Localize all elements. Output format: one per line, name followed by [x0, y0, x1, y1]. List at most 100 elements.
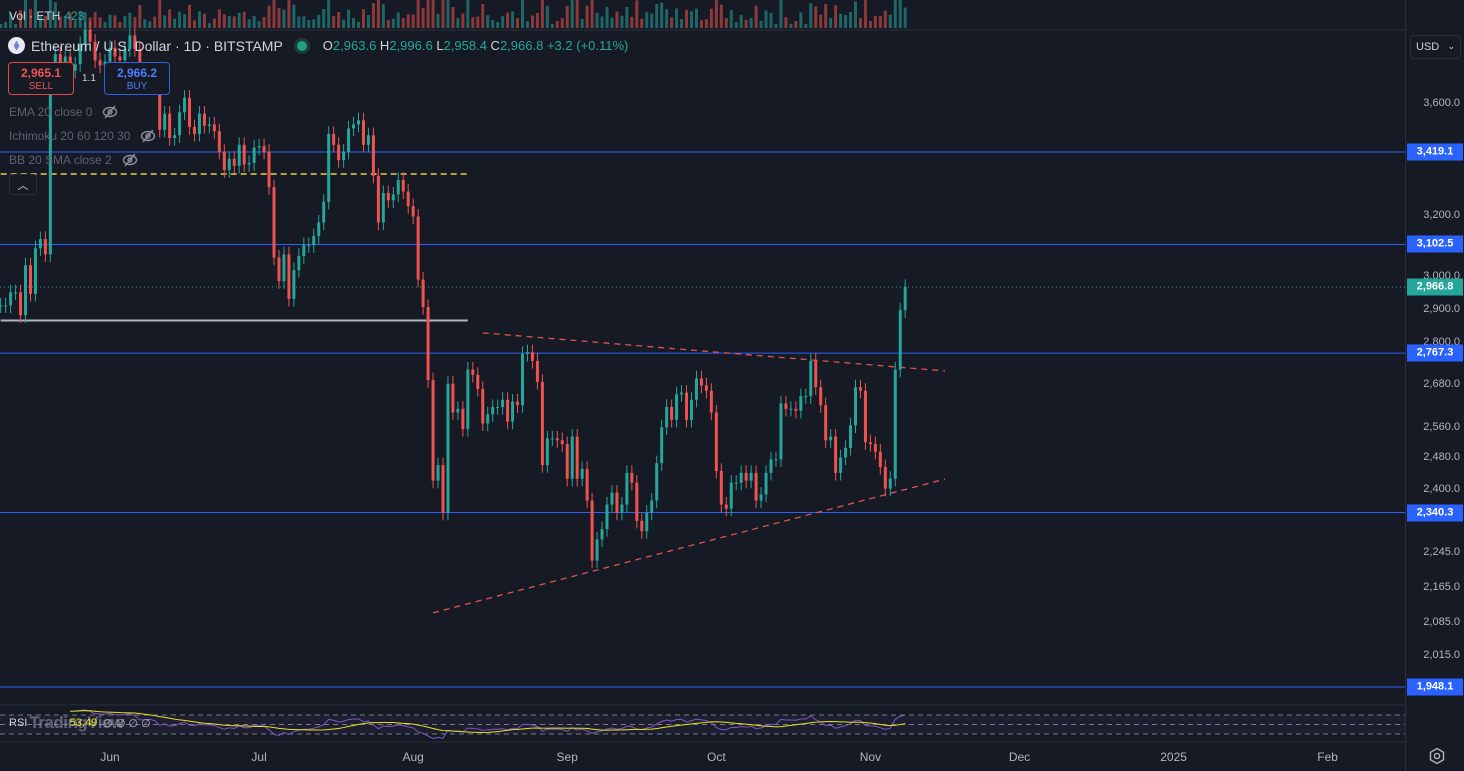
volume-bar [33, 0, 37, 28]
volume-bar [764, 10, 768, 29]
candle-body [471, 369, 475, 375]
candle-body [386, 192, 390, 201]
volume-bar [327, 0, 331, 28]
volume-bar [406, 14, 410, 28]
volume-bar [68, 12, 72, 28]
volume-bar [302, 16, 306, 28]
volume-bar [4, 22, 8, 28]
volume-bar [779, 0, 783, 28]
candle-body [685, 392, 689, 420]
indicator-bollinger[interactable]: BB 20 SMA close 2 [9, 152, 138, 168]
rsi-line [70, 709, 906, 740]
volume-bar [361, 9, 365, 28]
eye-off-icon[interactable] [102, 104, 118, 120]
candle-body [839, 457, 843, 473]
candle-body [555, 438, 559, 441]
price-tick-label: 2,085.0 [1423, 616, 1460, 629]
volume-bar [506, 12, 510, 28]
candle-body [123, 49, 127, 61]
candle-body [854, 387, 857, 426]
candle-body [421, 279, 425, 307]
volume-bar [28, 9, 32, 29]
eye-off-icon[interactable] [122, 152, 138, 168]
volume-bar [158, 0, 162, 28]
candle-body [744, 472, 748, 481]
price-axis[interactable]: 3,600.0 3,200.0 3,000.0 2,900.0 2,800.0 2,680… [1405, 0, 1464, 771]
candle-body [391, 194, 395, 201]
candle-body [506, 399, 510, 422]
candle-body [625, 472, 629, 505]
price-tick-label: 3,600.0 [1423, 97, 1460, 109]
symbol-legend[interactable]: Ethereum / U.S. Dollar · 1D · BITSTAMP O… [8, 37, 628, 54]
candle-body [868, 442, 872, 445]
volume-bar [123, 16, 127, 28]
candle-body [545, 438, 549, 466]
candle-body [461, 408, 465, 430]
candle-body [222, 151, 226, 171]
volume-bar [396, 12, 400, 28]
volume-bar [834, 5, 838, 28]
buy-button[interactable]: 2,966.2 BUY [104, 62, 170, 95]
volume-bar [516, 18, 520, 28]
candle-body [297, 256, 301, 271]
indicator-ichimoku[interactable]: Ichimoku 20 60 120 30 [9, 128, 156, 144]
volume-bar [436, 13, 440, 28]
candle-body [317, 222, 321, 237]
volume-bar [630, 16, 634, 28]
volume-bar [386, 20, 390, 28]
volume-bar [545, 5, 549, 28]
candle-body [88, 29, 92, 42]
symbol-title[interactable]: Ethereum / U.S. Dollar · 1D · BITSTAMP [31, 37, 283, 54]
volume-bar [73, 20, 77, 28]
candle-body [550, 438, 554, 440]
time-tick-label: Sep [556, 750, 578, 764]
volume-legend: Vol · ETH 423 [9, 9, 84, 23]
candle-body [267, 151, 271, 188]
currency-selector[interactable]: USD ⌄ [1410, 35, 1461, 59]
volume-bar [108, 14, 112, 28]
candle-body [849, 425, 853, 448]
candle-body [9, 292, 13, 306]
volume-bar [451, 7, 455, 28]
volume-bar [719, 4, 723, 28]
candle-body [605, 504, 609, 530]
volume-bar [103, 21, 107, 28]
volume-bar [19, 10, 23, 28]
volume-bar [93, 12, 97, 28]
volume-bar [83, 12, 87, 28]
rsi-extra-values: ∅ ∅ ∅ ∅ [103, 717, 151, 730]
candle-body [496, 407, 500, 409]
volume-bar [734, 22, 738, 28]
candle-body [43, 239, 47, 255]
gear-icon[interactable] [1428, 747, 1446, 765]
candle-body [719, 470, 723, 505]
time-tick-label: Aug [402, 750, 424, 764]
candle-body [133, 35, 137, 50]
volume-bar [595, 12, 599, 28]
candle-body [575, 436, 579, 479]
volume-bar [401, 17, 405, 28]
volume-bar [292, 4, 296, 29]
candle-body [93, 41, 97, 61]
volume-bar [421, 7, 425, 28]
volume-bar [660, 2, 664, 29]
collapse-legend-button[interactable]: ︿ [9, 174, 37, 195]
time-tick-label: Nov [859, 750, 882, 764]
candle-body [371, 135, 375, 176]
price-chart[interactable] [0, 0, 1405, 771]
volume-bar [675, 8, 679, 28]
candle-body [183, 97, 187, 113]
volume-bar [849, 12, 853, 28]
volume-bar [257, 21, 261, 28]
candle-body [898, 310, 902, 370]
volume-bar [769, 12, 773, 28]
sell-button[interactable]: 2,965.1 SELL [8, 62, 74, 95]
indicator-ema[interactable]: EMA 20 close 0 [9, 104, 118, 120]
eye-off-icon[interactable] [140, 128, 156, 144]
volume-bar [754, 5, 758, 28]
time-tick-label: 2025 [1160, 750, 1187, 764]
candle-body [903, 286, 907, 311]
candle-body [873, 444, 877, 452]
volume-bar [809, 3, 813, 28]
level-price-badge: 3,102.5 [1407, 235, 1463, 253]
